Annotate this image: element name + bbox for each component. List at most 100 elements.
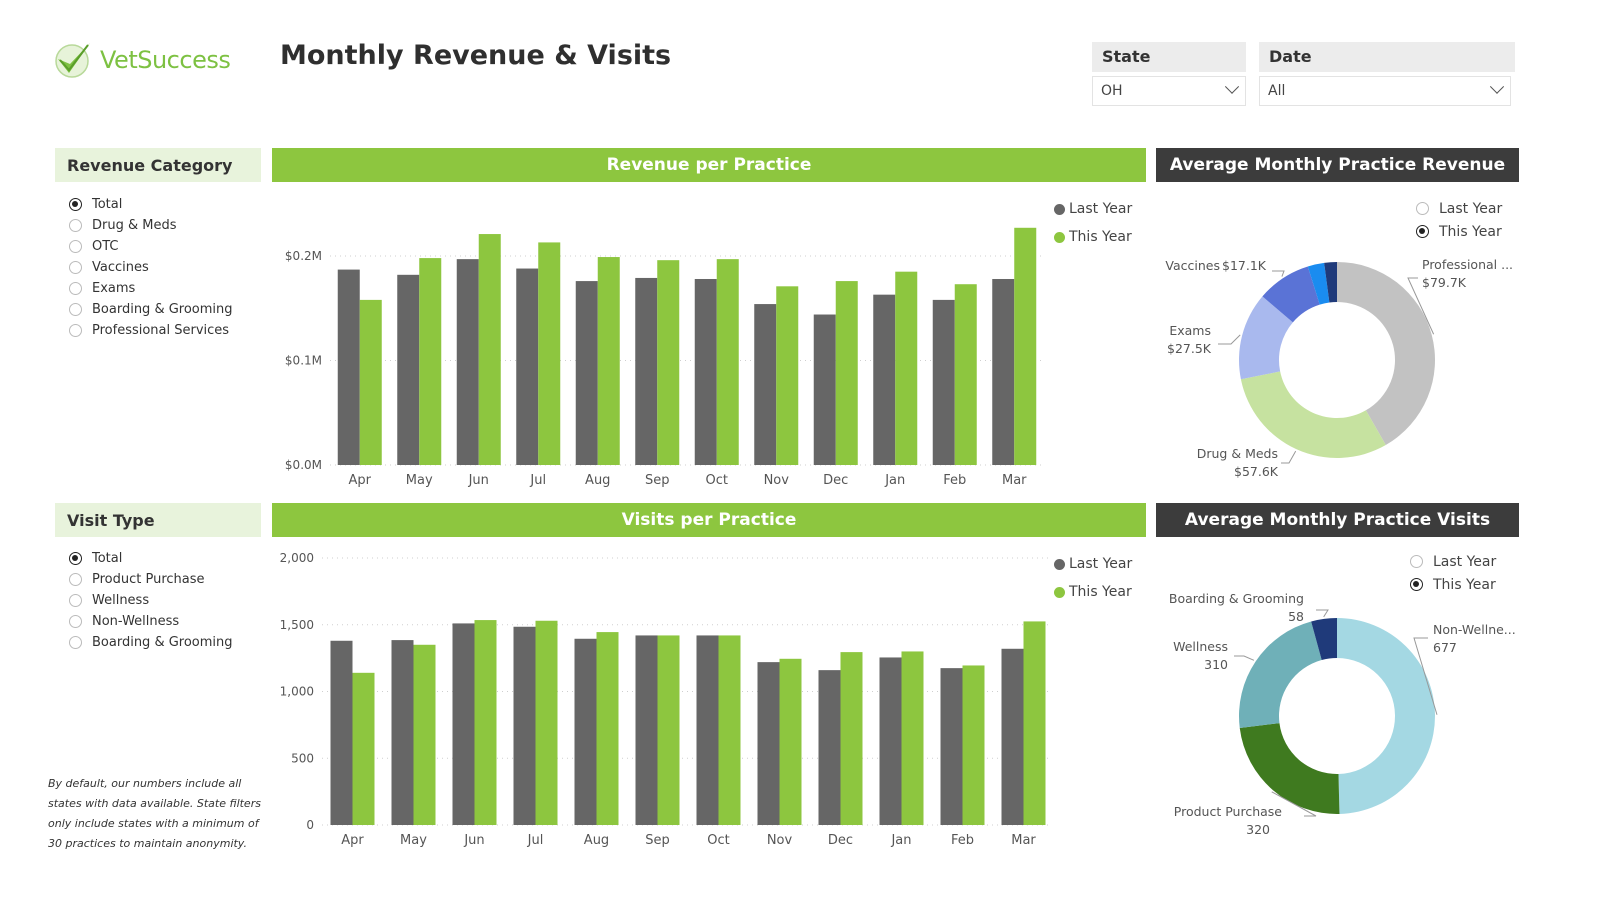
chevron-down-icon (1489, 79, 1505, 94)
x-tick-label: Oct (707, 833, 729, 848)
y-tick-label: 1,500 (280, 618, 314, 632)
legend-dot-icon (1054, 558, 1065, 570)
option-label: Last Year (1433, 553, 1497, 570)
bar-last-year (696, 635, 719, 825)
legend-this-year[interactable]: This Year (1054, 578, 1132, 606)
legend-dot-icon (1054, 586, 1065, 598)
bar-this-year (901, 651, 924, 825)
revenue-category-option[interactable]: Exams (69, 278, 261, 299)
date-dropdown-value: All (1268, 83, 1286, 99)
revenue-category-title: Revenue Category (55, 148, 261, 182)
bar-last-year (1001, 648, 1024, 825)
leader-line (1413, 637, 1438, 715)
visit-type-title: Visit Type (55, 503, 261, 537)
bar-last-year (940, 668, 963, 825)
x-tick-label: Jun (468, 473, 489, 488)
chevron-down-icon (1224, 79, 1240, 94)
visit-type-option[interactable]: Total (69, 548, 261, 569)
x-tick-label: May (406, 473, 433, 488)
slice-value-label: 320 (1246, 822, 1270, 837)
date-dropdown[interactable]: All (1259, 76, 1511, 106)
visits-bar-chart: 0 500 1,000 1,500 2,000 Apr May Jun Jul Aug Sep Oct… (280, 551, 1052, 848)
avg-visits-year-toggle: Last Year This Year (1410, 550, 1496, 596)
legend-this-year[interactable]: This Year (1054, 223, 1132, 251)
year-option-this-year[interactable]: This Year (1410, 573, 1496, 596)
radio-icon (1410, 555, 1423, 568)
donut-slice (1239, 621, 1322, 729)
bar-this-year (1014, 227, 1037, 465)
revenue-category-option[interactable]: OTC (69, 236, 261, 257)
revenue-chart-title: Revenue per Practice (272, 148, 1146, 182)
visit-type-option[interactable]: Boarding & Grooming (69, 632, 261, 653)
legend-last-year[interactable]: Last Year (1054, 550, 1132, 578)
legend-dot-icon (1054, 203, 1065, 215)
y-tick-label: 2,000 (280, 551, 314, 565)
revenue-category-option[interactable]: Total (69, 194, 261, 215)
y-tick-label: $0.1M (285, 354, 322, 368)
revenue-category-option[interactable]: Drug & Meds (69, 215, 261, 236)
year-option-this-year[interactable]: This Year (1416, 220, 1502, 243)
radio-selected-icon (1410, 578, 1423, 591)
x-tick-label: Mar (1011, 833, 1036, 848)
x-tick-label: Feb (951, 833, 974, 848)
donut-slice (1240, 371, 1386, 458)
visit-type-option[interactable]: Non-Wellness (69, 611, 261, 632)
leader-line (1281, 450, 1297, 464)
year-option-last-year[interactable]: Last Year (1410, 550, 1496, 573)
x-tick-label: Jan (890, 833, 911, 848)
bar-this-year (1023, 621, 1046, 825)
state-dropdown[interactable]: OH (1092, 76, 1246, 106)
state-filter: State OH (1092, 42, 1246, 106)
slice-value-label: 310 (1204, 657, 1228, 672)
x-tick-label: Feb (943, 473, 966, 488)
date-filter-label: Date (1259, 42, 1515, 72)
leader-line (1272, 270, 1285, 277)
bar-this-year (962, 665, 985, 825)
leader-line (1407, 277, 1435, 335)
bar-this-year (478, 234, 501, 465)
revenue-category-option[interactable]: Boarding & Grooming (69, 299, 261, 320)
x-tick-label: Jun (463, 833, 484, 848)
bar-this-year (657, 635, 680, 825)
avg-revenue-title: Average Monthly Practice Revenue (1156, 148, 1519, 182)
page-title: Monthly Revenue & Visits (280, 40, 672, 71)
bar-this-year (535, 620, 558, 825)
x-tick-label: Aug (584, 833, 609, 848)
x-tick-label: Dec (828, 833, 853, 848)
revenue-category-options: Total Drug & Meds OTC Vaccines Exams Boa… (69, 194, 261, 341)
bar-this-year (474, 620, 497, 825)
option-label: Non-Wellness (92, 614, 180, 629)
revenue-category-option[interactable]: Vaccines (69, 257, 261, 278)
visit-type-option[interactable]: Product Purchase (69, 569, 261, 590)
x-tick-label: Apr (349, 473, 372, 488)
y-tick-label: $0.2M (285, 249, 322, 263)
leader-line (1271, 791, 1317, 817)
slice-label: Vaccines (1165, 258, 1220, 273)
bar-this-year (895, 271, 918, 465)
bar-this-year (840, 652, 863, 825)
bar-last-year (513, 626, 536, 825)
slice-label: Professional ... (1422, 257, 1513, 272)
x-tick-label: Oct (706, 473, 728, 488)
bar-this-year (716, 259, 739, 465)
option-label: This Year (1439, 223, 1502, 240)
y-tick-label: $0.0M (285, 458, 322, 472)
visits-legend: Last Year This Year (1054, 550, 1132, 606)
option-label: Total (92, 551, 123, 566)
visit-type-option[interactable]: Wellness (69, 590, 261, 611)
radio-icon (69, 615, 82, 628)
bar-this-year (596, 632, 619, 825)
year-option-last-year[interactable]: Last Year (1416, 197, 1502, 220)
slice-value-label: $79.7K (1422, 275, 1467, 290)
slice-value-label: $57.6K (1234, 464, 1279, 479)
state-dropdown-value: OH (1101, 83, 1123, 99)
revenue-category-option[interactable]: Professional Services (69, 320, 261, 341)
x-tick-label: Nov (764, 473, 790, 488)
bar-last-year (879, 657, 902, 825)
x-tick-label: Jul (529, 473, 546, 488)
legend-label: This Year (1069, 229, 1132, 245)
bar-this-year (718, 635, 741, 825)
x-tick-label: Aug (585, 473, 610, 488)
legend-last-year[interactable]: Last Year (1054, 195, 1132, 223)
leader-line (1218, 334, 1241, 345)
